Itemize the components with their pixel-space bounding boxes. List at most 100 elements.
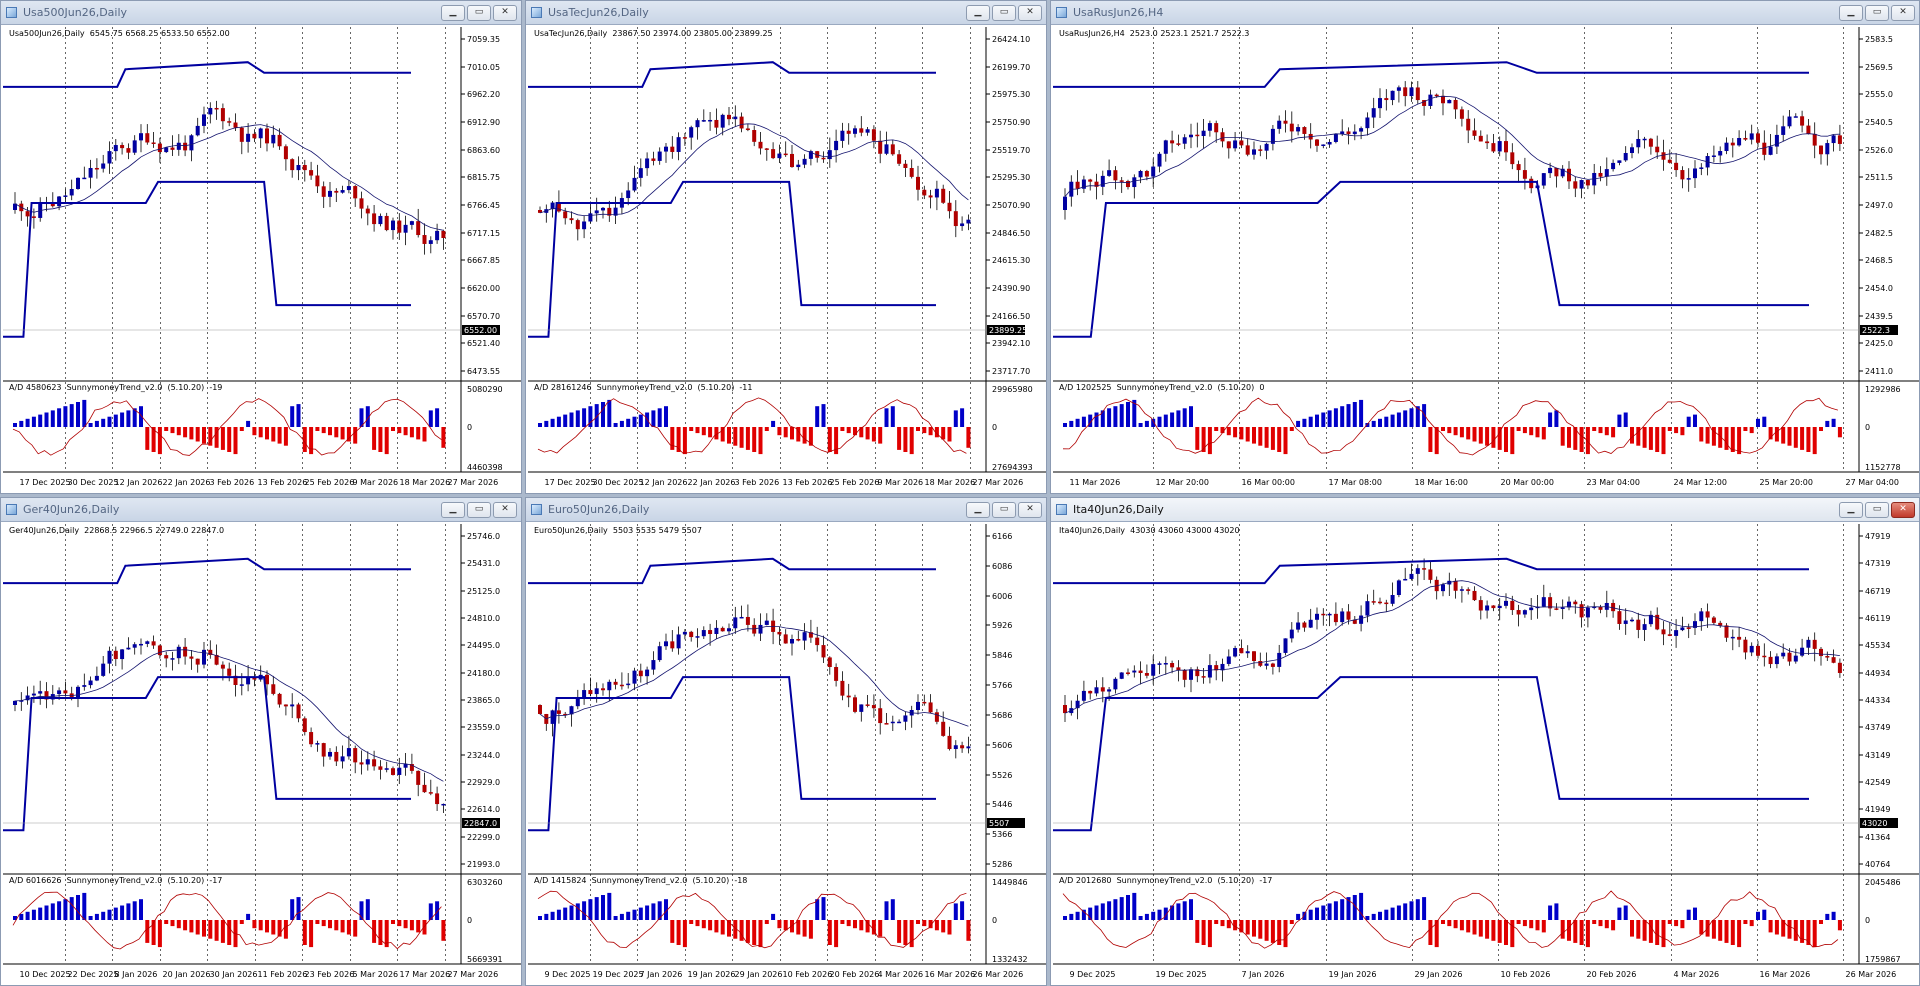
chart-symbol-header: Euro50Jun26,Daily 5503 5535 5479 5507	[534, 526, 702, 535]
price-chart[interactable]: 17 Dec 2025 30 Dec 2025 12 Jan 2026 22 Jan …	[3, 27, 521, 493]
indicator-tick-label: 6303260	[467, 878, 503, 887]
price-tick-label: 25975.30	[992, 90, 1030, 99]
chart-window[interactable]: UsaTecJun26,Daily ▁ ▭ ✕ 17 Dec 2025 30 Dec 20…	[525, 0, 1047, 494]
indicator-tick-label: 1152778	[1865, 463, 1901, 472]
price-tick-label: 2425.0	[1865, 339, 1893, 348]
price-tick-label: 41949	[1865, 805, 1890, 814]
chart-window[interactable]: Ger40Jun26,Daily ▁ ▭ ✕ 10 Dec 2025 22 Dec 202…	[0, 497, 522, 986]
price-tick-label: 6166	[992, 532, 1012, 541]
price-tick-label: 7010.05	[467, 63, 500, 72]
price-tick-label: 25431.0	[467, 559, 500, 568]
indicator-tick-label: 29965980	[992, 385, 1033, 394]
price-chart[interactable]: 11 Mar 2026 12 Mar 20:00 16 Mar 00:00 17 Ma…	[1053, 27, 1919, 493]
chart-symbol-header: Ger40Jun26,Daily 22868.5 22966.5 22749.0…	[9, 526, 225, 535]
price-tick-label: 7059.35	[467, 35, 500, 44]
chart-canvas[interactable]: 11 Mar 2026 12 Mar 20:00 16 Mar 00:00 17 Ma…	[1053, 27, 1919, 493]
maximize-button[interactable]: ▭	[467, 5, 491, 21]
price-tick-label: 22929.0	[467, 778, 500, 787]
price-tick-label: 6667.85	[467, 256, 500, 265]
indicator-header: A/D 2012680 SunnymoneyTrend_v2.0 (5.10.2…	[1059, 876, 1273, 885]
chart-symbol-header: Ita40Jun26,Daily 43030 43060 43000 43020	[1059, 526, 1240, 535]
price-chart[interactable]: 17 Dec 2025 30 Dec 2025 12 Jan 2026 22 Jan …	[528, 27, 1046, 493]
chart-window[interactable]: Ita40Jun26,Daily ▁ ▭ ✕ 9 Dec 2025 19 Dec 2025…	[1050, 497, 1920, 986]
price-tick-label: 2569.5	[1865, 63, 1893, 72]
price-tick-label: 2497.0	[1865, 201, 1893, 210]
window-titlebar[interactable]: Usa500Jun26,Daily ▁ ▭ ✕	[1, 1, 521, 25]
date-tick-label: 19 Jan 2026	[1329, 970, 1377, 979]
chart-window[interactable]: UsaRusJun26,H4 ▁ ▭ ✕ 11 Mar 2026 12 Mar 20:00…	[1050, 0, 1920, 494]
maximize-button[interactable]: ▭	[467, 502, 491, 518]
price-tick-label: 6912.90	[467, 118, 500, 127]
indicator-header: A/D 28161246 SunnymoneyTrend_v2.0 (5.10.…	[534, 383, 753, 392]
window-titlebar[interactable]: UsaRusJun26,H4 ▁ ▭ ✕	[1051, 1, 1919, 25]
price-tick-label: 6766.45	[467, 201, 500, 210]
close-button[interactable]: ✕	[493, 502, 517, 518]
price-tick-label: 47319	[1865, 559, 1890, 568]
minimize-button[interactable]: ▁	[1839, 502, 1863, 518]
chart-window[interactable]: Usa500Jun26,Daily ▁ ▭ ✕ 17 Dec 2025 30 Dec 20…	[0, 0, 522, 494]
date-tick-label: 30 Dec 2025	[593, 478, 644, 487]
price-chart[interactable]: 10 Dec 2025 22 Dec 2025 8 Jan 2026 20 Jan 2…	[3, 524, 521, 985]
date-tick-label: 17 Mar 2026	[400, 970, 451, 979]
maximize-button[interactable]: ▭	[1865, 502, 1889, 518]
minimize-button[interactable]: ▁	[441, 502, 465, 518]
trend-channel	[528, 557, 936, 832]
price-tick-label: 46719	[1865, 587, 1890, 596]
price-tick-label: 5606	[992, 741, 1012, 750]
maximize-button[interactable]: ▭	[992, 5, 1016, 21]
moving-average-line	[539, 625, 969, 727]
candlesticks	[13, 100, 446, 255]
price-tick-label: 21993.0	[467, 860, 500, 869]
price-tick-label: 6863.60	[467, 146, 500, 155]
price-tick-label: 25125.0	[467, 587, 500, 596]
price-tick-label: 6962.20	[467, 90, 500, 99]
price-tick-label: 5526	[992, 771, 1012, 780]
close-button[interactable]: ✕	[1891, 5, 1915, 21]
last-price-label: 43020	[1862, 819, 1887, 828]
trend-channel	[3, 61, 411, 338]
moving-average-line	[14, 124, 444, 231]
last-price-label: 5507	[989, 819, 1009, 828]
minimize-button[interactable]: ▁	[966, 5, 990, 21]
indicator-header: A/D 1202525 SunnymoneyTrend_v2.0 (5.10.2…	[1059, 383, 1265, 392]
window-titlebar[interactable]: Ger40Jun26,Daily ▁ ▭ ✕	[1, 498, 521, 522]
window-titlebar[interactable]: Ita40Jun26,Daily ▁ ▭ ✕	[1051, 498, 1919, 522]
date-tick-label: 20 Feb 2026	[830, 970, 880, 979]
minimize-button[interactable]: ▁	[1839, 5, 1863, 21]
close-button[interactable]: ✕	[1018, 502, 1042, 518]
date-tick-label: 12 Mar 20:00	[1156, 478, 1209, 487]
minimize-button[interactable]: ▁	[441, 5, 465, 21]
chart-window[interactable]: Euro50Jun26,Daily ▁ ▭ ✕ 9 Dec 2025 19 Dec 202…	[525, 497, 1047, 986]
indicator-header: A/D 6016626 SunnymoneyTrend_v2.0 (5.10.2…	[9, 876, 223, 885]
price-chart[interactable]: 9 Dec 2025 19 Dec 2025 7 Jan 2026 19 Jan 20…	[528, 524, 1046, 985]
date-tick-label: 13 Feb 2026	[783, 478, 833, 487]
price-tick-label: 23244.0	[467, 751, 500, 760]
indicator-tick-label: 0	[1865, 423, 1870, 432]
date-tick-label: 22 Dec 2025	[68, 970, 119, 979]
maximize-button[interactable]: ▭	[992, 502, 1016, 518]
indicator-tick-label: 0	[467, 423, 472, 432]
price-tick-label: 5286	[992, 860, 1012, 869]
window-titlebar[interactable]: Euro50Jun26,Daily ▁ ▭ ✕	[526, 498, 1046, 522]
close-button[interactable]: ✕	[1018, 5, 1042, 21]
window-titlebar[interactable]: UsaTecJun26,Daily ▁ ▭ ✕	[526, 1, 1046, 25]
date-tick-label: 19 Dec 2025	[593, 970, 644, 979]
date-tick-label: 10 Feb 2026	[783, 970, 833, 979]
date-tick-label: 27 Mar 2026	[448, 478, 499, 487]
chart-window-icon	[6, 7, 17, 18]
trend-channel	[1053, 61, 1809, 338]
price-tick-label: 6620.00	[467, 284, 500, 293]
maximize-button[interactable]: ▭	[1865, 5, 1889, 21]
minimize-button[interactable]: ▁	[966, 502, 990, 518]
price-chart[interactable]: 9 Dec 2025 19 Dec 2025 7 Jan 2026 19 Jan 20…	[1053, 524, 1919, 985]
close-button[interactable]: ✕	[1891, 502, 1915, 518]
date-tick-label: 5 Mar 2026	[353, 970, 399, 979]
window-title: Ger40Jun26,Daily	[23, 503, 120, 516]
close-button[interactable]: ✕	[493, 5, 517, 21]
candlesticks	[538, 604, 971, 759]
